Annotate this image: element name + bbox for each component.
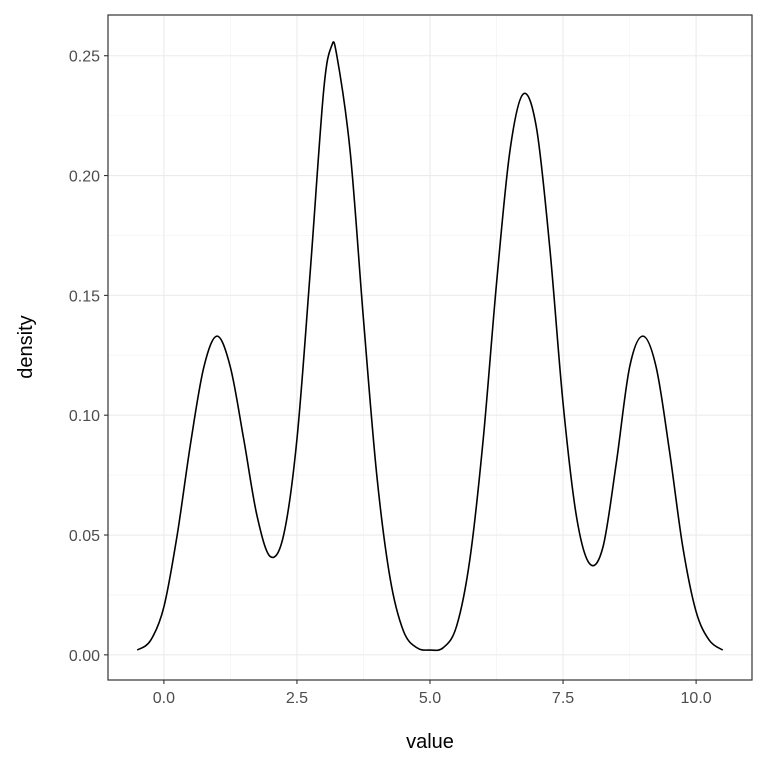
x-tick-label: 10.0 — [681, 690, 712, 707]
y-tick-label: 0.05 — [69, 528, 100, 545]
density-line — [136, 41, 724, 652]
y-tick-label: 0.20 — [69, 169, 100, 186]
y-tick-label: 0.10 — [69, 408, 100, 425]
x-tick-label: 2.5 — [286, 690, 308, 707]
y-tick-label: 0.00 — [69, 648, 100, 665]
x-tick-label: 5.0 — [419, 690, 441, 707]
x-axis-title: value — [406, 731, 454, 753]
y-axis: 0.00 0.05 0.10 0.15 0.20 0.25 — [69, 49, 108, 665]
y-tick-label: 0.25 — [69, 49, 100, 66]
y-axis-title: density — [15, 315, 37, 378]
x-tick-label: 7.5 — [552, 690, 574, 707]
x-tick-label: 0.0 — [153, 690, 175, 707]
major-gridlines — [108, 15, 752, 680]
y-tick-label: 0.15 — [69, 288, 100, 305]
x-axis: 0.0 2.5 5.0 7.5 10.0 — [153, 680, 712, 707]
